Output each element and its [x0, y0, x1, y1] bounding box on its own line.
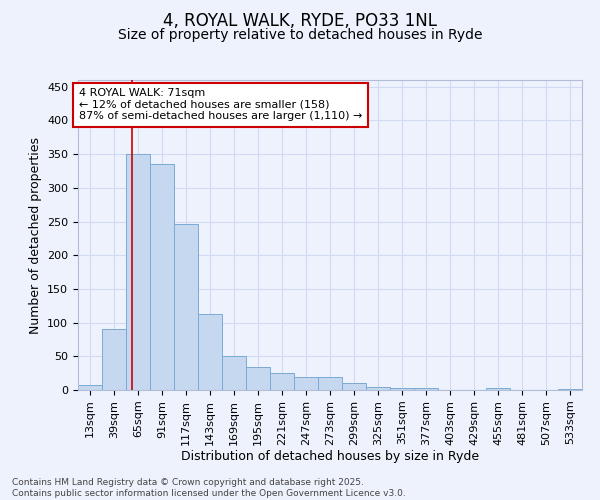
Bar — [222, 356, 246, 390]
Bar — [318, 376, 342, 390]
X-axis label: Distribution of detached houses by size in Ryde: Distribution of detached houses by size … — [181, 450, 479, 464]
Bar — [102, 330, 126, 390]
Bar — [366, 386, 390, 390]
Bar — [414, 388, 438, 390]
Bar — [390, 388, 414, 390]
Text: 4, ROYAL WALK, RYDE, PO33 1NL: 4, ROYAL WALK, RYDE, PO33 1NL — [163, 12, 437, 30]
Bar — [78, 386, 102, 390]
Text: Size of property relative to detached houses in Ryde: Size of property relative to detached ho… — [118, 28, 482, 42]
Bar — [198, 314, 222, 390]
Bar — [558, 388, 582, 390]
Bar — [174, 224, 198, 390]
Text: 4 ROYAL WALK: 71sqm
← 12% of detached houses are smaller (158)
87% of semi-detac: 4 ROYAL WALK: 71sqm ← 12% of detached ho… — [79, 88, 362, 122]
Bar — [150, 164, 174, 390]
Y-axis label: Number of detached properties: Number of detached properties — [29, 136, 41, 334]
Bar — [342, 384, 366, 390]
Bar — [246, 367, 270, 390]
Bar — [270, 373, 294, 390]
Bar — [126, 154, 150, 390]
Text: Contains HM Land Registry data © Crown copyright and database right 2025.
Contai: Contains HM Land Registry data © Crown c… — [12, 478, 406, 498]
Bar — [294, 376, 318, 390]
Bar — [486, 388, 510, 390]
